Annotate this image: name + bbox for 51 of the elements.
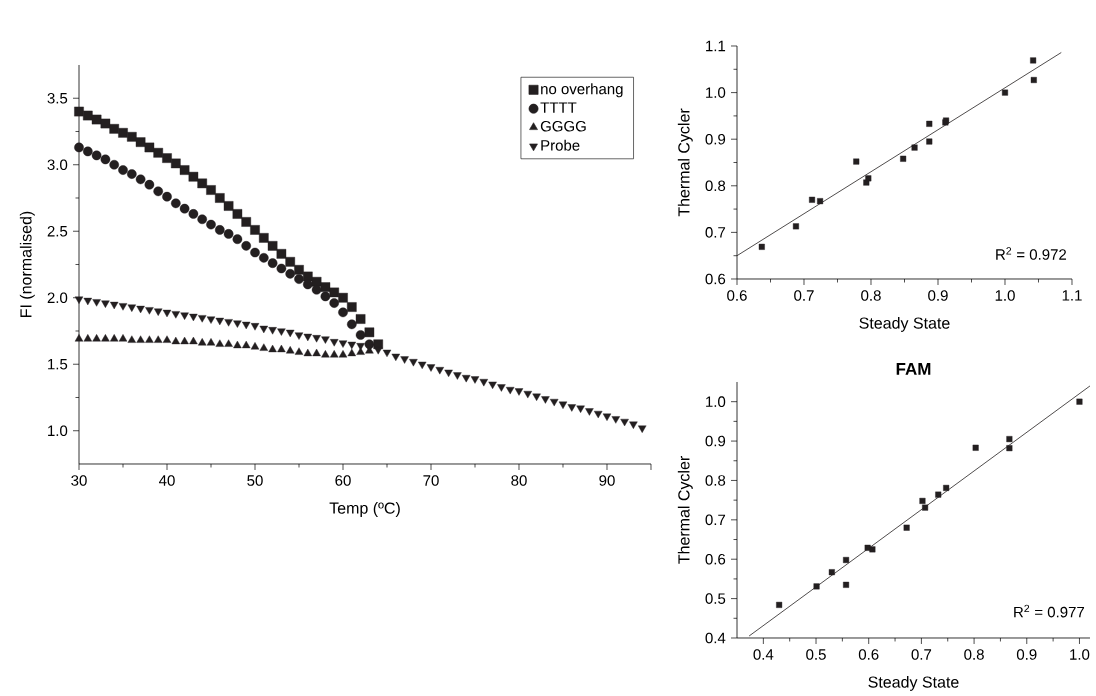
x-tick-label: 0.9	[928, 290, 948, 301]
legend-label: Probe	[541, 139, 580, 151]
x-axis-title: Temp (ºC)	[329, 502, 400, 517]
x-tick-label: 0.8	[861, 290, 881, 301]
y-tick-label: 1.5	[48, 359, 68, 370]
x-tick-label: 50	[247, 475, 263, 486]
y-tick-label: 0.9	[705, 435, 726, 447]
y-tick-label: 0.6	[705, 273, 726, 285]
x-tick-label: 0.7	[794, 290, 814, 301]
y-axis-title: Thermal Cycler	[677, 456, 693, 564]
y-tick-label: 0.5	[705, 593, 726, 604]
chart-title: FAM	[896, 363, 931, 375]
y-tick-label: 0.7	[705, 514, 726, 526]
legend-label: TTTT	[540, 102, 577, 113]
y-tick-label: 1.0	[706, 87, 726, 98]
x-tick-label: 0.7	[911, 649, 932, 660]
x-tick-label: 0.8	[964, 649, 984, 660]
x-tick-label: 0.9	[1016, 649, 1037, 660]
legend-label: GGGG	[540, 120, 586, 132]
annotation: R$^{2}$ = 0.977	[1014, 604, 1085, 618]
x-tick-label: 80	[511, 475, 527, 486]
y-tick-label: 0.8	[705, 180, 726, 192]
x-axis-title: Steady State	[868, 676, 959, 691]
legend-label: no overhang	[541, 83, 623, 98]
x-tick-label: 40	[159, 475, 175, 486]
x-tick-label: 1.0	[1070, 649, 1090, 660]
annotation: R$^{2}$ = 0.972	[996, 247, 1067, 260]
y-tick-label: 0.7	[705, 227, 726, 238]
x-tick-label: 0.5	[806, 649, 826, 660]
y-tick-label: 3.0	[47, 159, 68, 171]
y-tick-label: 0.6	[705, 553, 726, 565]
x-tick-label: 70	[423, 475, 439, 486]
x-tick-label: 1.1	[1062, 290, 1082, 301]
x-tick-label: 30	[71, 475, 87, 486]
y-tick-label: 0.9	[705, 133, 726, 145]
x-tick-label: 60	[335, 475, 351, 486]
y-axis-title: FI (normalised)	[19, 211, 35, 317]
y-tick-label: 2.0	[47, 292, 68, 304]
x-tick-label: 0.6	[858, 649, 879, 660]
y-tick-label: 3.5	[47, 92, 68, 104]
y-tick-label: 2.5	[47, 225, 68, 237]
y-tick-label: 1.0	[48, 425, 68, 437]
y-axis-title: Thermal Cycler	[677, 108, 693, 217]
y-tick-label: 0.4	[705, 632, 726, 644]
x-tick-label: 0.6	[727, 290, 747, 301]
x-tick-label: 0.4	[753, 649, 774, 660]
x-axis-title: Steady State	[859, 317, 950, 332]
y-tick-label: 1.1	[706, 40, 726, 52]
x-tick-label: 1.0	[995, 290, 1015, 301]
x-tick-label: 90	[599, 475, 615, 486]
y-tick-label: 1.0	[706, 396, 726, 407]
